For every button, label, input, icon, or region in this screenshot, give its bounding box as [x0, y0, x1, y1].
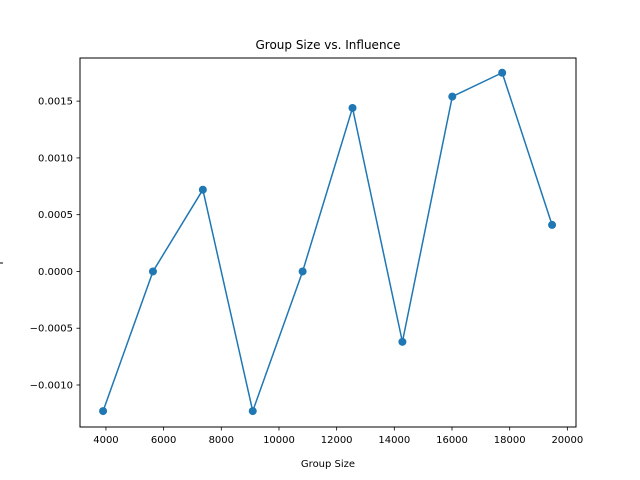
- data-point: [548, 220, 557, 229]
- x-tick-label: 18000: [494, 435, 526, 446]
- x-tick-label: 8000: [209, 435, 234, 446]
- chart-title: Group Size vs. Influence: [255, 38, 400, 52]
- data-point: [298, 267, 307, 276]
- y-tick-label: 0.0010: [38, 153, 73, 164]
- y-tick-label: 0.0005: [38, 210, 73, 221]
- x-tick-label: 6000: [151, 435, 176, 446]
- x-tick-label: 12000: [321, 435, 353, 446]
- x-tick-label: 4000: [93, 435, 118, 446]
- x-tick-label: 16000: [436, 435, 468, 446]
- y-tick-label: −0.0005: [30, 324, 73, 335]
- series-line: [102, 72, 553, 412]
- data-point: [148, 267, 157, 276]
- x-tick-label: 10000: [263, 435, 295, 446]
- data-point: [498, 68, 507, 77]
- x-tick-label: 20000: [551, 435, 583, 446]
- y-tick-label: 0.0000: [38, 267, 73, 278]
- x-tick-label: 14000: [378, 435, 410, 446]
- y-tick-label: 0.0015: [38, 97, 73, 108]
- x-axis-label: Group Size: [301, 459, 355, 470]
- data-point: [99, 407, 108, 416]
- data-point: [448, 92, 457, 101]
- data-point: [398, 337, 407, 346]
- data-point: [248, 407, 257, 416]
- data-point: [348, 103, 357, 112]
- y-tick-label: −0.0010: [30, 380, 73, 391]
- plot-frame: [79, 57, 577, 428]
- data-point: [198, 185, 207, 194]
